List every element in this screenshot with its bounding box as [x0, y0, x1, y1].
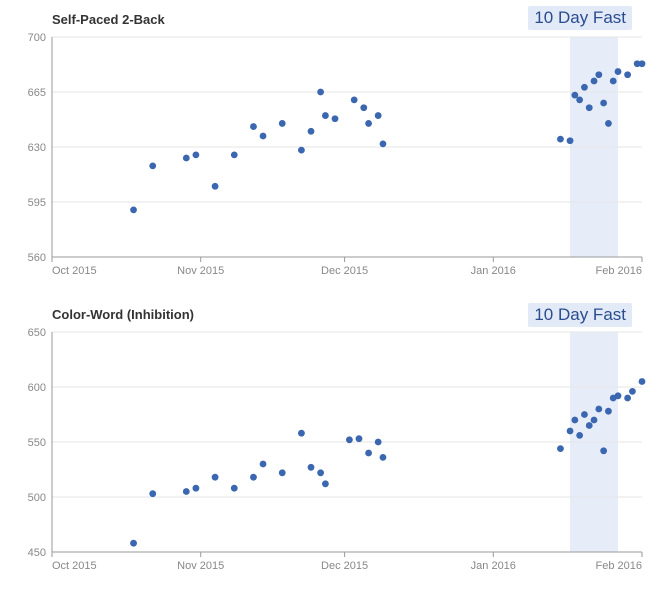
data-point: [605, 408, 612, 415]
y-tick-label: 550: [28, 437, 46, 449]
x-tick-label: Oct 2015: [52, 265, 97, 277]
data-point: [365, 450, 372, 457]
data-point: [346, 436, 353, 443]
charts-container: Self-Paced 2-Back10 Day Fast560595630665…: [12, 12, 648, 574]
data-point: [639, 378, 646, 385]
data-point: [595, 406, 602, 413]
data-point: [557, 445, 564, 452]
plot-area: 560 595 630 665 700 Oct 2015 Nov 2015 Dec 2015 J…: [12, 31, 648, 279]
data-point: [571, 417, 578, 424]
y-tick-label: 650: [28, 327, 46, 339]
data-point: [332, 115, 339, 122]
data-point: [130, 206, 137, 213]
data-point: [308, 464, 315, 471]
fast-annotation: 10 Day Fast: [528, 6, 632, 30]
data-point: [322, 112, 329, 119]
data-point: [298, 147, 305, 154]
chart-colorword: Color-Word (Inhibition)10 Day Fast450500…: [12, 307, 648, 574]
x-tick-label: Jan 2016: [471, 265, 516, 277]
data-point: [130, 540, 137, 547]
data-point: [586, 104, 593, 111]
data-point: [600, 447, 607, 454]
y-tick-label: 665: [28, 87, 46, 99]
data-point: [586, 422, 593, 429]
data-point: [279, 120, 286, 127]
x-tick-label: Jan 2016: [471, 560, 516, 572]
y-tick-label: 450: [28, 547, 46, 559]
data-point: [567, 428, 574, 435]
y-tick-label: 600: [28, 382, 46, 394]
x-tick-label: Nov 2015: [177, 265, 224, 277]
y-tick-label: 560: [28, 252, 46, 264]
y-tick-label: 630: [28, 142, 46, 154]
data-point: [591, 417, 598, 424]
data-point: [317, 89, 324, 96]
data-point: [581, 411, 588, 418]
data-point: [375, 112, 382, 119]
data-point: [183, 488, 190, 495]
data-point: [605, 120, 612, 127]
data-point: [557, 136, 564, 143]
x-tick-label: Dec 2015: [321, 265, 368, 277]
x-tick-label: Nov 2015: [177, 560, 224, 572]
data-point: [600, 100, 607, 107]
data-point: [639, 60, 646, 67]
data-point: [279, 469, 286, 476]
data-point: [595, 71, 602, 78]
data-point: [380, 140, 387, 147]
data-point: [260, 133, 267, 140]
x-tick-label: Feb 2016: [596, 265, 642, 277]
data-point: [298, 430, 305, 437]
data-point: [193, 485, 200, 492]
chart-svg: 560 595 630 665 700 Oct 2015 Nov 2015 Dec 2015 J…: [12, 31, 652, 279]
chart-svg: 450 500 550 600 650 Oct 2015 Nov 2015 Dec 2015 J…: [12, 326, 652, 574]
y-tick-label: 595: [28, 197, 46, 209]
x-tick-label: Oct 2015: [52, 560, 97, 572]
data-point: [610, 78, 617, 85]
data-point: [365, 120, 372, 127]
data-point: [624, 71, 631, 78]
x-tick-label: Dec 2015: [321, 560, 368, 572]
data-point: [212, 474, 219, 481]
data-point: [615, 392, 622, 399]
data-point: [615, 68, 622, 75]
y-tick-label: 500: [28, 492, 46, 504]
chart-2back: Self-Paced 2-Back10 Day Fast560595630665…: [12, 12, 648, 279]
data-point: [250, 474, 257, 481]
data-point: [149, 162, 156, 169]
data-point: [576, 432, 583, 439]
data-point: [567, 137, 574, 144]
data-point: [375, 439, 382, 446]
data-point: [183, 155, 190, 162]
data-point: [322, 480, 329, 487]
plot-area: 450 500 550 600 650 Oct 2015 Nov 2015 Dec 2015 J…: [12, 326, 648, 574]
data-point: [591, 78, 598, 85]
data-point: [149, 490, 156, 497]
data-point: [576, 96, 583, 103]
data-point: [581, 84, 588, 91]
data-point: [629, 388, 636, 395]
data-point: [380, 454, 387, 461]
data-point: [212, 183, 219, 190]
y-tick-label: 700: [28, 32, 46, 44]
data-point: [231, 151, 238, 158]
data-point: [231, 485, 238, 492]
data-point: [624, 395, 631, 402]
data-point: [260, 461, 267, 468]
x-tick-label: Feb 2016: [596, 560, 642, 572]
data-point: [351, 96, 358, 103]
data-point: [317, 469, 324, 476]
data-point: [308, 128, 315, 135]
data-point: [193, 151, 200, 158]
data-point: [250, 123, 257, 130]
data-point: [360, 104, 367, 111]
data-point: [356, 435, 363, 442]
fast-annotation: 10 Day Fast: [528, 303, 632, 327]
